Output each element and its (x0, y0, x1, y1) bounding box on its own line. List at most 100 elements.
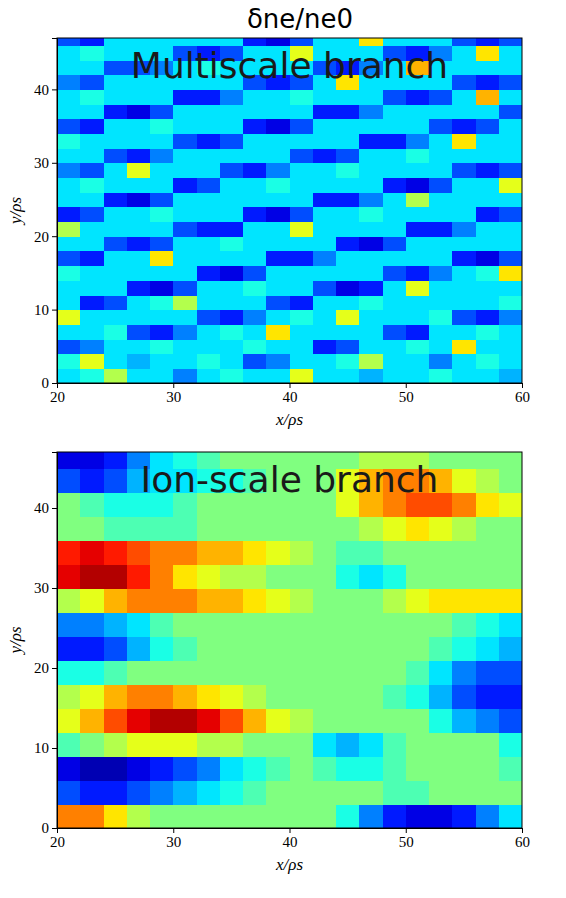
heatmap-cell (127, 192, 151, 207)
heatmap-cell (243, 133, 267, 148)
heatmap-cell (104, 756, 128, 781)
heatmap-cell (290, 756, 314, 781)
heatmap-cell (220, 251, 244, 266)
heatmap-cell (104, 60, 128, 75)
heatmap-cell (150, 354, 174, 369)
heatmap-cell (429, 708, 453, 733)
x-tick-label: 30 (166, 834, 181, 850)
heatmap-cell (80, 104, 104, 119)
heatmap-cell (406, 207, 430, 222)
heatmap-cell (150, 804, 174, 828)
y-tick-mark (52, 163, 57, 164)
heatmap-cell (127, 368, 151, 383)
heatmap-cell (383, 588, 407, 613)
panel: 2030405060010203040x/ρsy/ρsIon-scale bra… (6, 444, 530, 874)
heatmap-cell (383, 339, 407, 354)
heatmap-cell (452, 163, 476, 178)
heatmap-cell (476, 207, 500, 222)
heatmap-cell (290, 104, 314, 119)
heatmap-cell (266, 133, 290, 148)
heatmap-cell (80, 119, 104, 134)
heatmap-cell (80, 636, 104, 661)
heatmap-cell (313, 780, 337, 805)
heatmap-cell (290, 207, 314, 222)
heatmap-cell (243, 368, 267, 383)
heatmap-cell (127, 236, 151, 251)
heatmap-cell (313, 266, 337, 281)
heatmap-cell (452, 45, 476, 60)
heatmap-cell (429, 295, 453, 310)
heatmap-cell (429, 804, 453, 828)
heatmap-cell (290, 540, 314, 565)
heatmap-cell (313, 684, 337, 709)
heatmap-cell (80, 75, 104, 90)
figure: δne/ne02030405060010203040x/ρsy/ρsMultis… (0, 0, 566, 898)
heatmap-cell (197, 368, 221, 383)
heatmap-cell (150, 660, 174, 685)
heatmap-cell (197, 564, 221, 589)
heatmap-cell (173, 236, 197, 251)
heatmap-cell (383, 295, 407, 310)
heatmap-cell (499, 612, 522, 637)
heatmap-cell (336, 104, 360, 119)
heatmap-cell (383, 266, 407, 281)
heatmap-cell (383, 756, 407, 781)
heatmap-cell (266, 708, 290, 733)
heatmap-cell (173, 708, 197, 733)
heatmap-cell (359, 324, 383, 339)
heatmap-cell (429, 207, 453, 222)
heatmap-cell (476, 38, 500, 46)
heatmap-cell (80, 266, 104, 281)
heatmap-cell (359, 612, 383, 637)
heatmap-cell (243, 266, 267, 281)
heatmap-cell (429, 540, 453, 565)
heatmap-cell (150, 104, 174, 119)
heatmap-cell (359, 804, 383, 828)
heatmap-cell (499, 564, 522, 589)
heatmap-cell (290, 660, 314, 685)
x-tick-label: 20 (50, 834, 65, 850)
heatmap-cell (57, 119, 81, 134)
heatmap-cell (476, 684, 500, 709)
y-tick-label: 20 (34, 228, 49, 244)
heatmap-cell (313, 756, 337, 781)
heatmap-cell (359, 104, 383, 119)
y-axis: 010203040 (34, 453, 58, 837)
heatmap-cell (266, 540, 290, 565)
y-tick-label: 30 (34, 155, 49, 171)
heatmap-cell (220, 89, 244, 104)
heatmap-cell (499, 163, 522, 178)
heatmap-cell (452, 104, 476, 119)
panel-title: Ion-scale branch (141, 459, 439, 500)
heatmap-cell (499, 339, 522, 354)
heatmap-cell (383, 133, 407, 148)
heatmap-cell (266, 119, 290, 134)
heatmap-cell (429, 516, 453, 541)
heatmap-cell (313, 588, 337, 613)
heatmap-cell (499, 324, 522, 339)
heatmap-cell (80, 45, 104, 60)
heatmap-cell (266, 324, 290, 339)
heatmap-cell (383, 177, 407, 192)
heatmap-cell (266, 804, 290, 828)
heatmap-cell (476, 516, 500, 541)
heatmap-cell (197, 636, 221, 661)
heatmap-cell (243, 192, 267, 207)
heatmap-cell (429, 324, 453, 339)
x-axis: 2030405060 (50, 383, 530, 405)
x-axis: 2030405060 (50, 828, 530, 850)
heatmap-cell (57, 207, 81, 222)
heatmap-cell (266, 89, 290, 104)
heatmap-cell (104, 45, 128, 60)
y-tick-label: 10 (34, 740, 49, 756)
heatmap-cell (476, 295, 500, 310)
heatmap-cell (243, 339, 267, 354)
heatmap-cell (499, 588, 522, 613)
heatmap-cell (173, 104, 197, 119)
heatmap-cell (266, 163, 290, 178)
heatmap-cell (336, 177, 360, 192)
heatmap-cell (104, 222, 128, 237)
heatmap-cell (499, 222, 522, 237)
heatmap-cell (266, 516, 290, 541)
heatmap-cell (127, 251, 151, 266)
